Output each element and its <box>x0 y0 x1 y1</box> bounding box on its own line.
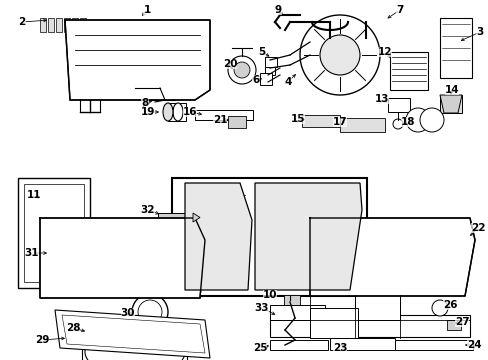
Bar <box>195 110 252 120</box>
Text: 14: 14 <box>444 85 458 95</box>
Text: 28: 28 <box>65 323 80 333</box>
Polygon shape <box>309 218 474 296</box>
Text: 11: 11 <box>27 190 41 200</box>
Circle shape <box>405 108 429 132</box>
Circle shape <box>234 62 249 78</box>
Text: 22: 22 <box>470 223 484 233</box>
Circle shape <box>419 108 443 132</box>
Bar <box>389 52 427 90</box>
Bar <box>56 18 62 32</box>
Bar <box>18 178 90 288</box>
Circle shape <box>90 327 106 343</box>
Circle shape <box>110 327 126 343</box>
Bar <box>339 118 384 132</box>
Text: 9: 9 <box>274 5 281 15</box>
Bar <box>264 67 274 75</box>
Polygon shape <box>193 213 200 222</box>
Text: 2: 2 <box>19 17 25 27</box>
Bar <box>329 338 394 350</box>
Text: 12: 12 <box>377 47 391 57</box>
Circle shape <box>110 342 126 358</box>
Bar <box>158 213 193 222</box>
Bar <box>82 325 186 360</box>
Bar <box>394 340 472 350</box>
Text: 23: 23 <box>332 343 346 353</box>
Text: 29: 29 <box>35 335 49 345</box>
Text: 21: 21 <box>212 115 227 125</box>
Text: 16: 16 <box>183 107 197 117</box>
Polygon shape <box>184 183 251 290</box>
Text: 3: 3 <box>475 27 483 37</box>
Bar <box>307 200 357 280</box>
Text: 17: 17 <box>332 117 346 127</box>
Text: 33: 33 <box>254 303 269 313</box>
Bar <box>264 57 276 67</box>
Text: 32: 32 <box>141 205 155 215</box>
Bar <box>387 98 409 112</box>
Bar <box>260 73 271 85</box>
Bar <box>24 184 84 282</box>
Polygon shape <box>62 315 204 353</box>
Circle shape <box>148 228 187 268</box>
Bar <box>64 18 70 32</box>
Circle shape <box>138 300 162 324</box>
Circle shape <box>319 35 359 75</box>
Circle shape <box>363 222 415 274</box>
Text: 26: 26 <box>442 300 456 310</box>
Circle shape <box>132 294 168 330</box>
Text: 31: 31 <box>25 248 39 258</box>
Polygon shape <box>254 183 361 290</box>
Text: 30: 30 <box>121 308 135 318</box>
Text: 7: 7 <box>395 5 403 15</box>
Polygon shape <box>65 20 209 100</box>
Text: 10: 10 <box>262 290 277 300</box>
Text: 20: 20 <box>223 59 237 69</box>
Bar <box>439 95 461 113</box>
Bar <box>172 178 366 296</box>
Ellipse shape <box>85 328 184 360</box>
Circle shape <box>103 223 147 267</box>
Text: 19: 19 <box>141 107 155 117</box>
Polygon shape <box>55 310 209 358</box>
Bar <box>227 116 245 128</box>
Circle shape <box>90 342 106 358</box>
Bar <box>269 340 327 350</box>
Bar <box>269 305 325 320</box>
Text: 18: 18 <box>400 117 414 127</box>
Bar <box>80 18 86 32</box>
Text: 15: 15 <box>290 114 305 124</box>
Text: 13: 13 <box>374 94 388 104</box>
Ellipse shape <box>173 103 183 121</box>
Text: 5: 5 <box>258 47 265 57</box>
Circle shape <box>130 327 146 343</box>
Bar <box>354 295 399 320</box>
Bar <box>439 18 471 78</box>
Polygon shape <box>439 95 461 113</box>
Bar <box>302 115 339 127</box>
Text: 27: 27 <box>454 317 468 327</box>
Text: 8: 8 <box>141 98 148 108</box>
Text: 6: 6 <box>252 75 259 85</box>
Bar <box>40 18 46 32</box>
Circle shape <box>130 342 146 358</box>
Text: 25: 25 <box>252 343 267 353</box>
Circle shape <box>419 232 459 272</box>
Text: 4: 4 <box>284 77 291 87</box>
Circle shape <box>299 15 379 95</box>
Ellipse shape <box>163 103 173 121</box>
Circle shape <box>431 300 447 316</box>
Bar <box>269 315 469 337</box>
Bar <box>258 195 303 280</box>
Bar <box>284 295 299 305</box>
Bar <box>446 320 460 330</box>
Polygon shape <box>40 218 204 298</box>
Bar <box>309 308 357 338</box>
Circle shape <box>227 56 256 84</box>
Text: 24: 24 <box>466 340 480 350</box>
Bar <box>48 18 54 32</box>
Bar <box>168 103 185 121</box>
Circle shape <box>392 119 402 129</box>
Text: 1: 1 <box>143 5 150 15</box>
Bar <box>72 18 78 32</box>
